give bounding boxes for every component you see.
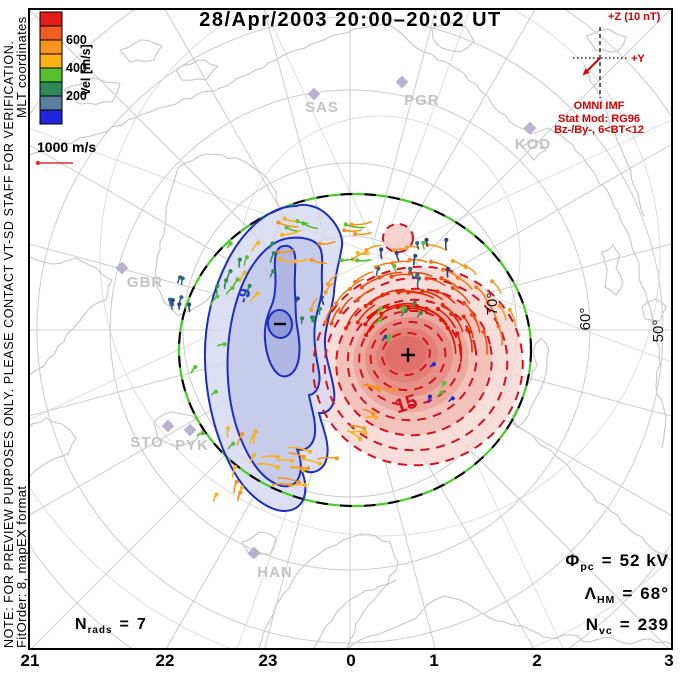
station-pgr: PGR — [395, 75, 440, 109]
reference-vector: 1000 m/s — [35, 139, 96, 166]
svg-text:SAS: SAS — [305, 99, 339, 116]
vector-cluster-upper-left-green — [209, 240, 276, 306]
vector-cluster-blob-teal — [375, 237, 450, 288]
station-pyk: PYK — [175, 423, 209, 454]
station-diamond-icon — [395, 75, 409, 89]
mlt-coordinates-label: MLT coordinates — [14, 16, 29, 118]
positive-cell-marker — [401, 348, 415, 362]
latitude-label: 60° — [577, 308, 594, 331]
imf-z-label: +Z (10 nT) — [608, 11, 661, 23]
vector-cluster-right-of-center — [427, 362, 455, 404]
station-gbr: GBR — [115, 261, 163, 291]
fit-statistics: Nrads = 7 Φpc = 52 kV ΛHM = 68° Nvc = 239 — [75, 551, 669, 637]
vector-cluster-bottom-blue-orange — [256, 446, 339, 488]
svg-text:KOD: KOD — [515, 136, 551, 153]
fit-order-label: FitOrder: 8, mapEX format — [14, 485, 29, 648]
station-sto: STO — [130, 419, 175, 451]
svg-text:STO: STO — [130, 434, 164, 451]
plot-frame — [28, 8, 673, 650]
mlt-axis-label-2: 2 — [532, 651, 542, 670]
imf-y-label: +Y — [631, 53, 645, 65]
vector-cluster-top-band-orange — [276, 216, 372, 265]
hm-boundary — [177, 192, 533, 508]
colorbar-axis-label: Vel [m/s] — [79, 44, 93, 95]
vector-cluster-boundary-green — [190, 342, 236, 450]
colorbar-tick: 600 — [66, 33, 87, 47]
vector-cluster-rain-left — [167, 275, 192, 312]
convection-map-svg: SAS PGR KOD GBR STO PYK HAN -915 70° 60° 50° 600 400… — [28, 8, 673, 650]
vector-cluster-inner-red-dots — [375, 300, 423, 344]
latitude-label: 70° — [484, 293, 501, 316]
reference-vector-label: 1000 m/s — [37, 139, 96, 155]
latitude-label: 50° — [650, 320, 667, 343]
plot-title: 28/Apr/2003 20:00–20:02 UT — [199, 9, 502, 31]
colorbar-tick: 200 — [66, 89, 87, 103]
negative-contour-label: -9 — [235, 287, 255, 305]
station-diamond-icon — [115, 261, 129, 275]
mlt-axis-label-0: 0 — [346, 651, 356, 670]
stat-value: Φpc = 52 kV — [565, 551, 669, 573]
imf-info-line: OMNI IMF — [574, 100, 625, 112]
stat-value: Nvc = 239 — [586, 615, 669, 637]
imf-info-line: Bz-/By-, 6<BT<12 — [554, 124, 644, 136]
svg-text:PGR: PGR — [404, 92, 440, 109]
station-diamond-icon — [161, 419, 175, 433]
velocity-vectors — [167, 216, 517, 502]
mlt-axis-label-22: 22 — [155, 651, 175, 670]
stat-value: Nrads = 7 — [75, 616, 147, 636]
station-diamond-icon — [307, 87, 321, 101]
station-diamond-icon — [183, 423, 197, 437]
imf-info-line: Stat Mod: RG96 — [558, 113, 640, 125]
coastline-map — [28, 20, 673, 650]
station-sas: SAS — [305, 87, 339, 116]
vector-cluster-red-lower-left-orange — [347, 384, 397, 442]
mlt-axis-label-21: 21 — [20, 651, 40, 670]
cell-annotations: -915 — [235, 287, 421, 419]
mlt-axis-label-1: 1 — [429, 651, 439, 670]
colorbar-tick: 400 — [66, 61, 87, 75]
svg-text:HAN: HAN — [257, 564, 293, 581]
svg-text:PYK: PYK — [175, 437, 209, 454]
stat-value: ΛHM = 68° — [585, 584, 669, 606]
svg-text:GBR: GBR — [127, 274, 163, 291]
mlt-axis-label-23: 23 — [258, 651, 278, 670]
radar-stations: SAS PGR KOD GBR STO PYK HAN — [115, 75, 551, 581]
vector-cluster-mid-dark — [294, 295, 325, 325]
vector-cluster-left-lower-orange — [212, 426, 258, 502]
mlt-axis-label-3: 3 — [664, 651, 674, 670]
